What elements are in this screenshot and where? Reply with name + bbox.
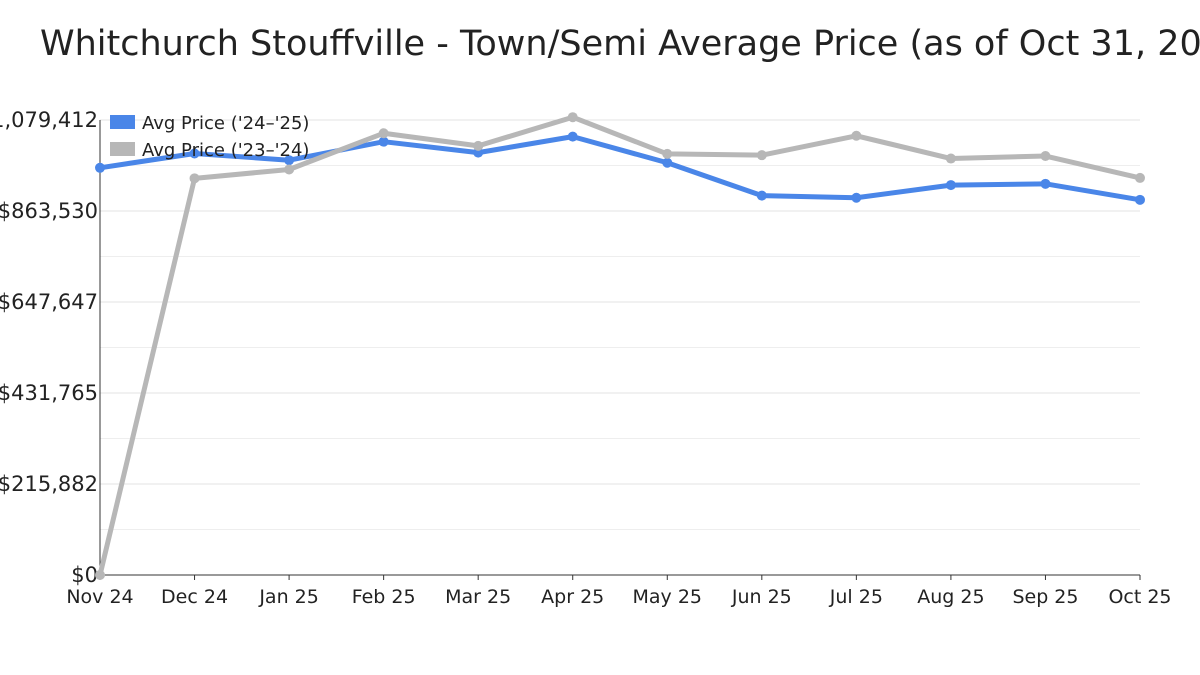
x-axis-tick-labels: Nov 24 Dec 24 Jan 25 Feb 25 Mar 25 Apr 25 May …: [66, 586, 1171, 608]
legend-label: Avg Price ('23–'24): [142, 140, 309, 161]
series-line: [97, 134, 1143, 203]
data-point: [189, 173, 200, 184]
y-axis-tick-labels: $0 $215,882 $431,765 $647,647 $863,530 $1,079…: [0, 108, 98, 587]
axes: [99, 120, 1141, 580]
y-tick-label: $431,765: [0, 381, 98, 405]
data-point: [284, 164, 295, 175]
data-point: [567, 112, 578, 123]
legend-label: Avg Price ('24–'25): [142, 113, 309, 134]
data-point: [662, 157, 673, 168]
x-tick-label: Jul 25: [829, 586, 883, 608]
data-point: [756, 150, 767, 161]
chart-title: Whitchurch Stouffville - Town/Semi Avera…: [40, 24, 1200, 64]
data-point: [945, 153, 956, 164]
data-point: [473, 140, 484, 151]
data-point: [189, 148, 200, 159]
x-tick-label: Apr 25: [541, 586, 604, 608]
y-tick-label: $0: [71, 563, 98, 587]
data-point: [851, 192, 862, 203]
data-point: [1135, 172, 1145, 183]
y-tick-label: $863,530: [0, 199, 98, 223]
x-tick-label: Feb 25: [352, 586, 416, 608]
data-point: [851, 130, 862, 141]
legend-swatch: [110, 115, 135, 129]
y-tick-label: $647,647: [0, 290, 98, 314]
x-tick-label: Dec 24: [161, 586, 228, 608]
x-tick-label: May 25: [633, 586, 703, 608]
x-tick-label: Jun 25: [731, 586, 792, 608]
x-tick-label: Nov 24: [66, 586, 133, 608]
data-point: [284, 155, 295, 166]
legend: Avg Price ('24–'25) Avg Price ('23–'24): [110, 113, 309, 161]
data-point: [567, 131, 578, 142]
x-tick-label: Mar 25: [445, 586, 511, 608]
legend-swatch: [110, 142, 135, 156]
x-tick-label: Jan 25: [258, 586, 319, 608]
data-point: [378, 128, 389, 139]
data-point: [95, 162, 105, 173]
data-point: [378, 136, 389, 147]
x-tick-label: Aug 25: [917, 586, 984, 608]
series-lines: [95, 112, 1145, 580]
data-point: [756, 190, 767, 201]
data-point: [1040, 178, 1051, 189]
series-line: [97, 114, 1143, 578]
data-point: [95, 570, 105, 580]
data-point: [662, 148, 673, 159]
data-point: [1040, 151, 1051, 162]
x-tick-label: Sep 25: [1012, 586, 1078, 608]
x-tick-label: Oct 25: [1108, 586, 1171, 608]
data-point: [945, 180, 956, 191]
y-tick-label: $1,079,412: [0, 108, 98, 132]
gridlines: [100, 119, 1140, 576]
data-point: [1135, 194, 1145, 205]
y-tick-label: $215,882: [0, 472, 98, 496]
